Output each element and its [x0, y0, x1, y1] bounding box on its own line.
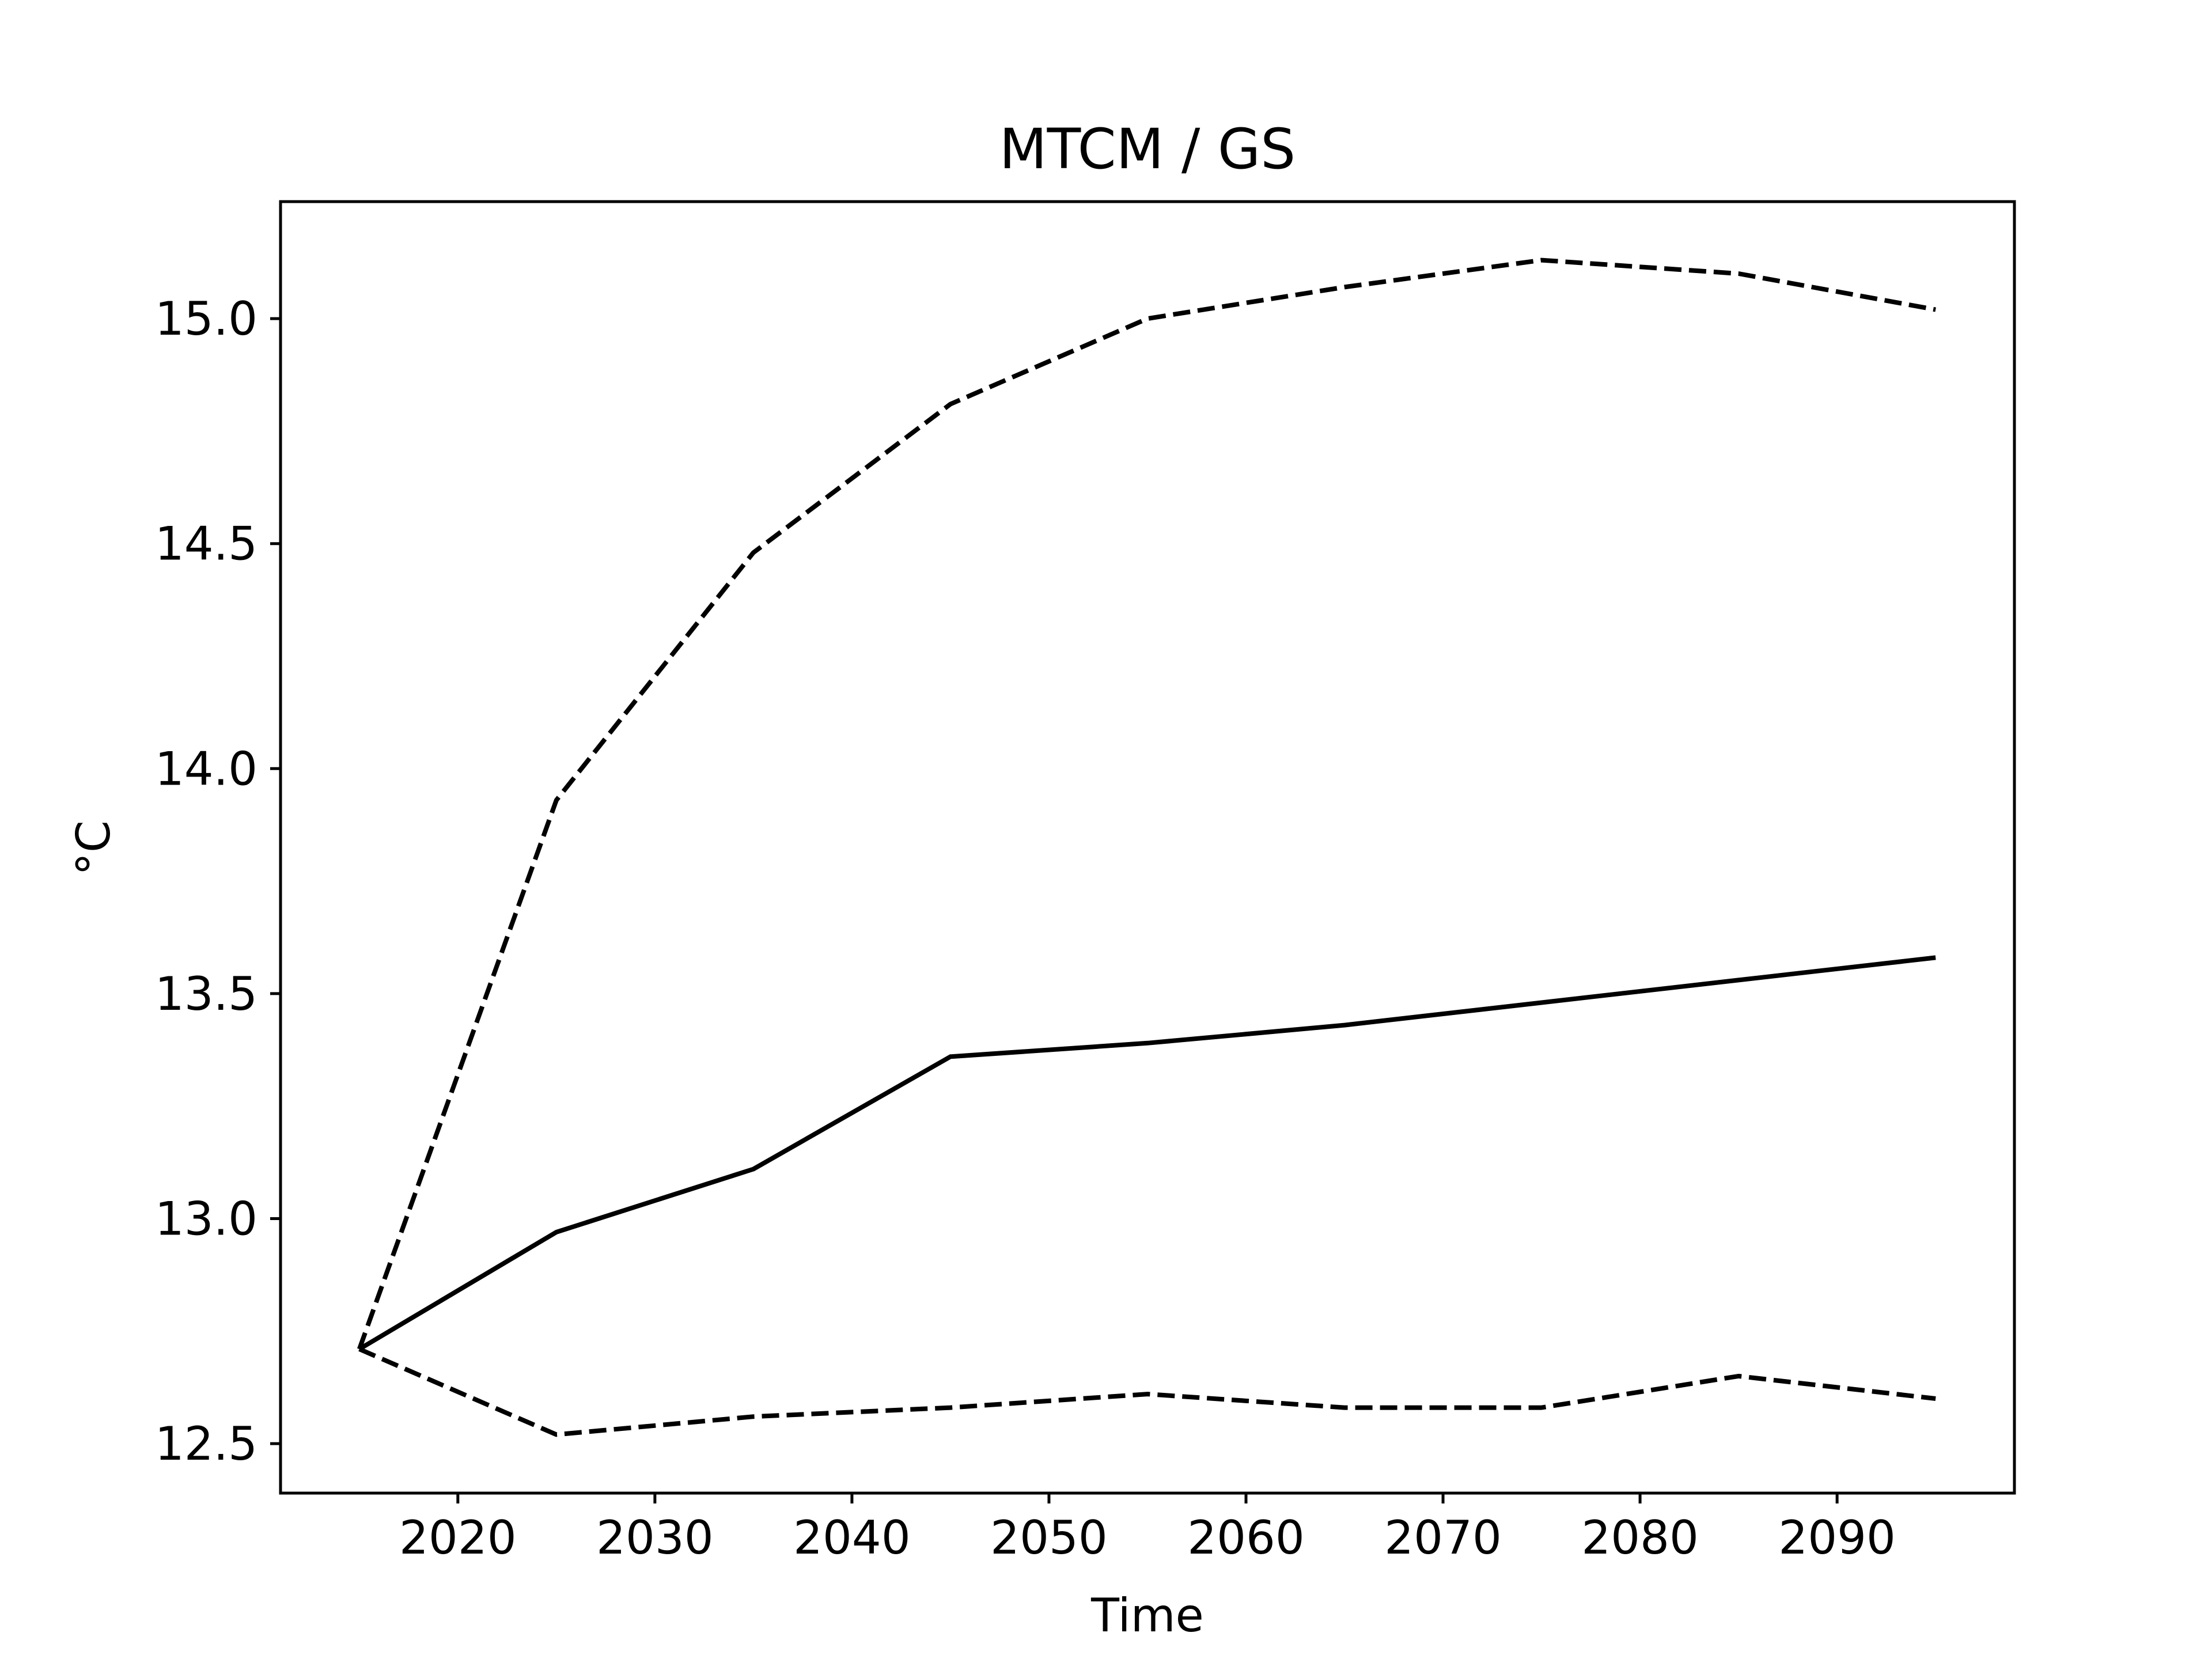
series-line-lower — [358, 1347, 1936, 1437]
x-tick-label: 2070 — [1384, 1511, 1502, 1565]
y-tick-label: 15.0 — [155, 292, 257, 346]
series-line-upper — [357, 257, 1936, 1350]
y-tick-label: 14.5 — [155, 517, 257, 571]
x-axis-ticks: 2020 2030 2040 2050 2060 2070 2080 2090 — [399, 1493, 1896, 1565]
x-tick-label: 2080 — [1581, 1511, 1699, 1565]
x-tick-label: 2030 — [596, 1511, 714, 1565]
x-axis-label: Time — [1090, 1589, 1204, 1642]
y-tick-label: 13.0 — [155, 1192, 257, 1245]
x-tick-label: 2090 — [1778, 1511, 1896, 1565]
x-tick-label: 2040 — [793, 1511, 911, 1565]
y-axis-label: °C — [67, 820, 120, 876]
chart-title: MTCM / GS — [999, 117, 1296, 181]
series-line-median — [358, 955, 1936, 1351]
x-tick-label: 2060 — [1187, 1511, 1305, 1565]
y-tick-label: 13.5 — [155, 967, 257, 1021]
y-tick-label: 12.5 — [155, 1417, 257, 1471]
x-tick-label: 2050 — [990, 1511, 1108, 1565]
y-axis-ticks: 12.5 13.0 13.5 14.0 14.5 15.0 — [155, 292, 281, 1471]
plot-frame — [279, 200, 2016, 1495]
x-tick-label: 2020 — [399, 1511, 517, 1565]
y-tick-label: 14.0 — [155, 742, 257, 796]
series-layer — [357, 257, 1936, 1437]
